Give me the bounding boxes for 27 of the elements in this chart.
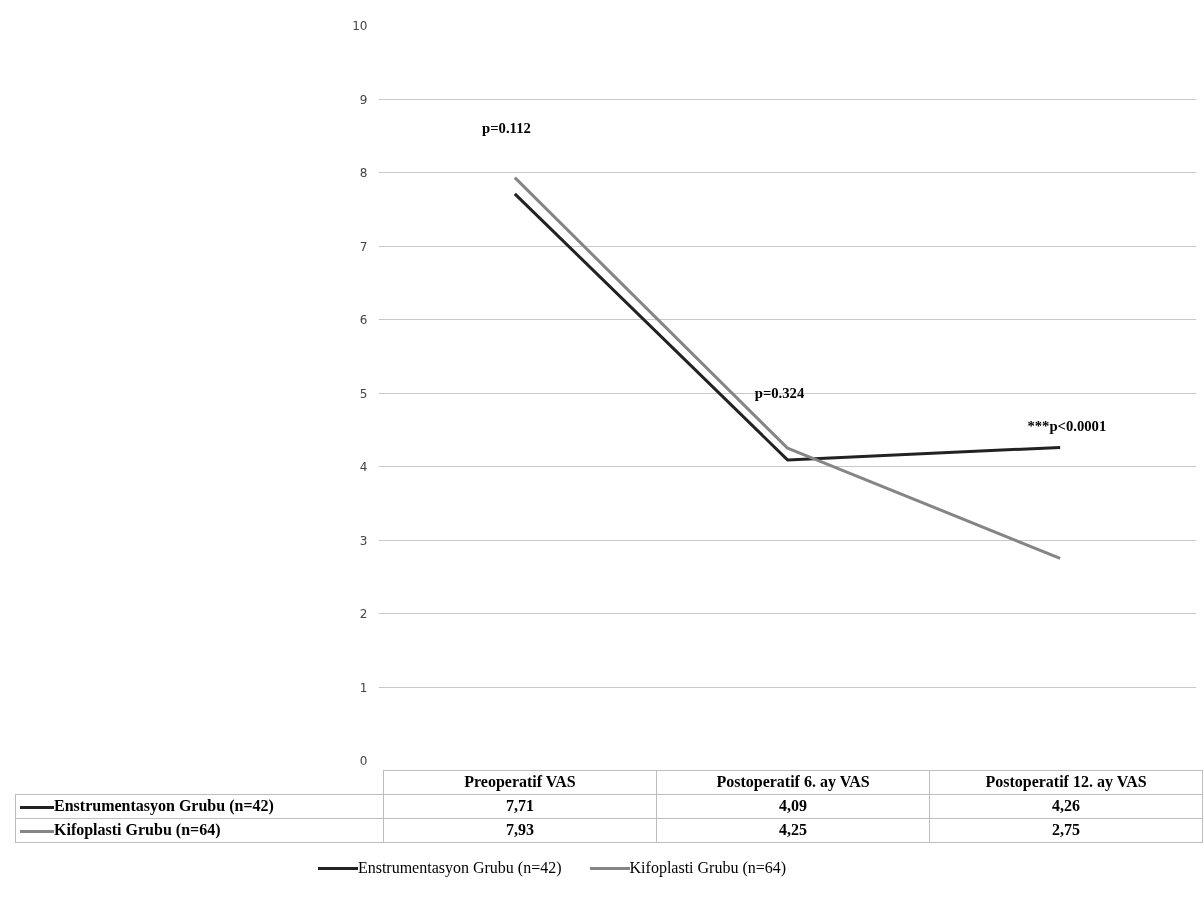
y-tick-label: 6: [359, 313, 368, 327]
y-tick-label: 5: [359, 386, 368, 401]
x-tick-label: Postoperatif 12. ay VAS: [929, 770, 1203, 795]
y-tick-label: 2: [359, 607, 368, 621]
annotation: p=0.112: [482, 120, 531, 137]
y-tick-label: 7: [359, 239, 368, 254]
legend-label: Kifoplasti Grubu (n=64): [628, 857, 787, 879]
text: Enstrumentasyon Grubu (n=42): [54, 796, 274, 814]
y-tick-label: 4: [359, 460, 368, 474]
annotation: p=0.324: [754, 385, 805, 401]
y-tick-label: 8: [359, 166, 368, 180]
annotation: ***p<0.0001: [1027, 418, 1107, 435]
y-tick-label: 0: [359, 754, 368, 768]
data-label: 4,25: [656, 818, 930, 843]
y-tick-label: 10: [352, 19, 368, 33]
y-tick-label: 3: [359, 533, 368, 548]
data-label: 4,26: [929, 794, 1203, 819]
y-tick-label: 9: [359, 92, 368, 107]
x-tick-label: Postoperatif 6. ay VAS: [656, 770, 930, 795]
data-label: 7,71: [383, 794, 657, 819]
x-tick-label: Preoperatif VAS: [383, 770, 657, 795]
legend-label: Enstrumentasyon Grubu (n=42): [356, 857, 562, 879]
text: Kifoplasti Grubu (n=64): [54, 820, 221, 838]
data-label: 7,93: [383, 818, 657, 843]
data-label: 4,09: [656, 794, 930, 819]
y-tick-label: 1: [359, 680, 368, 695]
data-label: 2,75: [929, 818, 1203, 843]
